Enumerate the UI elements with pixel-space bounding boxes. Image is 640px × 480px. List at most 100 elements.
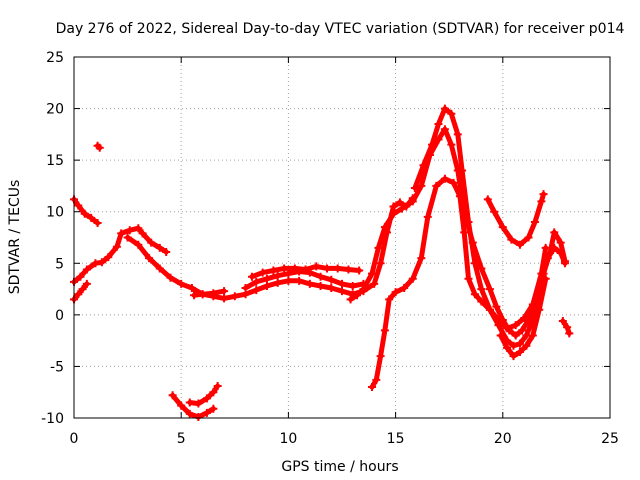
data-series	[70, 104, 574, 421]
data-point	[563, 323, 572, 332]
data-point	[428, 140, 437, 149]
data-point	[209, 388, 218, 397]
data-point	[524, 233, 533, 242]
data-point	[353, 291, 362, 300]
data-point	[470, 259, 479, 268]
data-point	[338, 287, 346, 296]
data-point	[507, 235, 516, 244]
data-point	[78, 285, 87, 294]
series-arc-4	[93, 141, 104, 152]
data-point	[398, 204, 407, 213]
data-point	[485, 285, 494, 294]
data-point	[112, 242, 121, 251]
data-point	[355, 266, 364, 275]
data-point	[503, 343, 512, 352]
data-point	[168, 391, 177, 400]
data-point	[477, 285, 486, 294]
data-point	[273, 271, 282, 280]
data-point	[376, 352, 385, 361]
x-tick-label: 0	[70, 431, 79, 447]
series-arc-16	[185, 382, 222, 408]
data-point	[410, 183, 419, 192]
data-point	[138, 229, 147, 238]
data-point	[440, 104, 449, 113]
data-point	[417, 254, 426, 263]
data-point	[295, 276, 304, 285]
y-axis-label: SDTVAR / TECUs	[7, 180, 23, 295]
data-point	[185, 398, 194, 407]
series-line	[498, 276, 549, 359]
series-arc-1	[70, 224, 171, 286]
data-point	[91, 259, 100, 268]
data-point	[305, 279, 314, 288]
y-tick-label: -10	[41, 411, 64, 427]
data-point	[453, 130, 462, 139]
data-point	[434, 120, 443, 129]
data-point	[284, 269, 293, 278]
data-point	[104, 253, 113, 262]
data-point	[316, 272, 325, 281]
data-point	[460, 228, 469, 237]
data-point	[295, 267, 304, 276]
series-arc-15	[168, 391, 218, 421]
data-point	[464, 218, 473, 227]
data-point	[490, 207, 499, 216]
data-point	[252, 277, 261, 286]
series-arc-12	[496, 274, 550, 361]
data-point	[400, 284, 409, 293]
data-point	[187, 284, 196, 293]
data-point	[389, 209, 398, 218]
data-point	[485, 305, 494, 314]
x-tick-label: 20	[494, 431, 512, 447]
data-point	[470, 290, 479, 299]
data-point	[494, 316, 503, 325]
data-point	[93, 219, 102, 228]
data-point	[385, 295, 394, 304]
data-point	[125, 226, 134, 235]
data-point	[374, 243, 383, 252]
data-point	[535, 305, 544, 314]
x-tick-labels: 0 5 10 15 20 25	[70, 431, 619, 447]
data-point	[333, 264, 342, 273]
data-point	[530, 218, 539, 227]
x-tick-label: 10	[279, 431, 297, 447]
data-point	[498, 223, 507, 232]
data-point	[95, 143, 104, 152]
data-point	[503, 324, 512, 333]
data-point	[537, 269, 546, 278]
x-tick-label: 15	[387, 431, 405, 447]
data-point	[327, 275, 336, 284]
data-point	[537, 197, 546, 206]
y-tick-labels: -10 -5 0 5 10 15 20 25	[41, 50, 64, 427]
data-point	[391, 288, 400, 297]
data-point	[389, 202, 398, 211]
data-point	[455, 192, 464, 201]
data-point	[528, 300, 537, 309]
data-point	[252, 286, 261, 295]
data-point	[76, 272, 85, 281]
data-point	[312, 262, 321, 271]
data-point	[515, 347, 524, 356]
data-point	[368, 269, 377, 278]
data-point	[346, 295, 355, 304]
data-point	[269, 266, 278, 275]
x-tick-label: 25	[601, 431, 619, 447]
data-point	[477, 297, 486, 306]
data-point	[338, 279, 346, 288]
data-point	[97, 258, 106, 267]
y-tick-label: 15	[46, 153, 64, 169]
data-point	[177, 279, 186, 288]
x-axis-label: GPS time / hours	[281, 459, 398, 475]
data-point	[117, 229, 126, 238]
data-point	[241, 284, 250, 293]
data-point	[262, 281, 271, 290]
data-point	[316, 281, 325, 290]
data-point	[280, 264, 289, 273]
data-point	[550, 228, 559, 237]
data-point	[82, 265, 91, 274]
data-point	[220, 287, 229, 296]
data-point	[511, 321, 520, 330]
data-point	[380, 326, 389, 335]
data-point	[305, 268, 314, 277]
data-point	[194, 399, 203, 408]
